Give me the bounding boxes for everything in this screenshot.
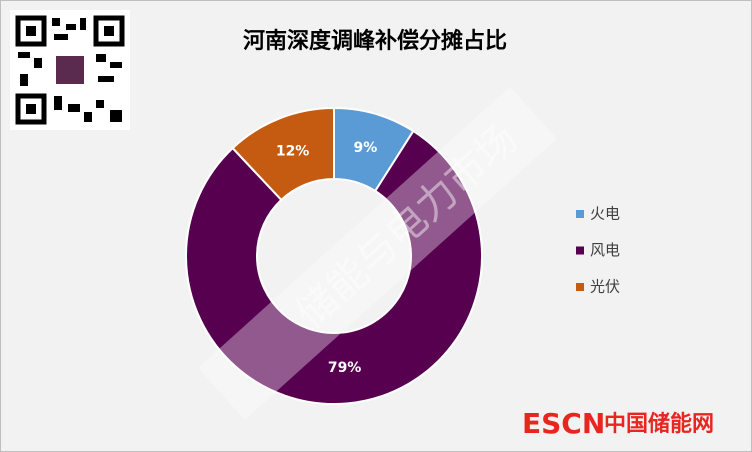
logo-text: 中国储能网 bbox=[604, 411, 714, 437]
data-label: 9% bbox=[353, 140, 377, 156]
logo-escn: ESCN bbox=[522, 407, 605, 440]
qr-code bbox=[10, 10, 130, 130]
donut-slice bbox=[231, 106, 335, 202]
donut-slice bbox=[185, 129, 483, 405]
legend-label: 火电 bbox=[590, 205, 620, 223]
chart-title: 河南深度调峰补偿分摊占比 bbox=[243, 28, 507, 54]
donut: 9% 79% 12% bbox=[185, 106, 483, 405]
legend-label: 风电 bbox=[590, 241, 620, 259]
legend-swatch bbox=[576, 210, 584, 218]
data-label: 12% bbox=[276, 143, 310, 159]
data-label: 79% bbox=[328, 360, 362, 376]
legend-swatch bbox=[576, 283, 584, 291]
legend-label: 光伏 bbox=[590, 278, 620, 296]
legend-swatch bbox=[576, 246, 584, 255]
